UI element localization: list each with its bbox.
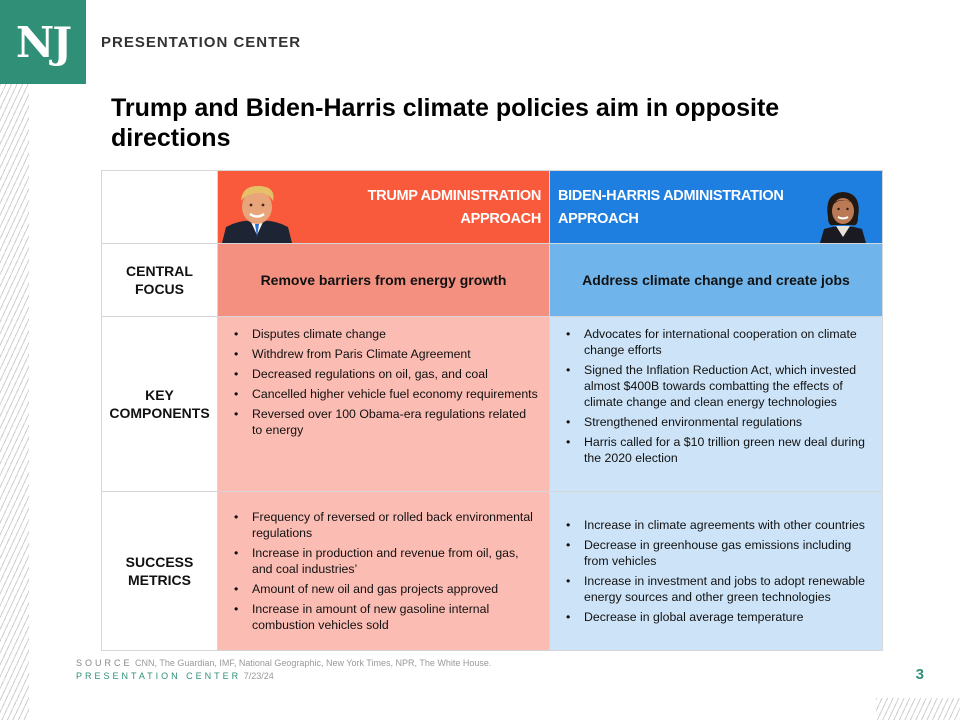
- logo-text: NJ: [15, 17, 72, 67]
- list-item: Decrease in global average temperature: [566, 609, 872, 625]
- row-label-central-focus: CENTRAL FOCUS: [101, 243, 218, 317]
- row-label-success-metrics: SUCCESS METRICS: [101, 491, 218, 651]
- source-line: SOURCE CNN, The Guardian, IMF, National …: [76, 658, 491, 668]
- trump-portrait: [222, 185, 292, 243]
- harris-portrait: [820, 192, 866, 243]
- biden-success-metrics: Increase in climate agreements with othe…: [549, 491, 883, 651]
- source-label: SOURCE: [76, 658, 133, 668]
- source-text: CNN, The Guardian, IMF, National Geograp…: [135, 658, 492, 668]
- list-item: Harris called for a $10 trillion green n…: [566, 434, 872, 466]
- list-item: Increase in investment and jobs to adopt…: [566, 573, 872, 605]
- central-focus-row: CENTRAL FOCUS Remove barriers from energy…: [101, 243, 883, 317]
- trump-key-components: Disputes climate change Withdrew from Pa…: [217, 316, 550, 492]
- list-item: Amount of new oil and gas projects appro…: [234, 581, 539, 597]
- list-item: Decreased regulations on oil, gas, and c…: [234, 366, 539, 382]
- trump-central-focus: Remove barriers from energy growth: [217, 243, 550, 317]
- list-item: Frequency of reversed or rolled back env…: [234, 509, 539, 541]
- header-title: PRESENTATION CENTER: [101, 34, 302, 51]
- nj-logo: NJ: [0, 0, 86, 84]
- list-item: Disputes climate change: [234, 326, 539, 342]
- left-hatch-decoration: [0, 84, 29, 720]
- header-row: TRUMP ADMINISTRATION APPROACH BIDEN-HARRI…: [101, 170, 883, 244]
- footer-center-label: PRESENTATION CENTER: [76, 671, 242, 681]
- page-number: 3: [915, 666, 924, 683]
- trump-header-label: TRUMP ADMINISTRATION APPROACH: [367, 188, 542, 227]
- list-item: Increase in production and revenue from …: [234, 545, 539, 577]
- bottom-right-hatch-decoration: [876, 698, 960, 720]
- biden-central-focus: Address climate change and create jobs: [549, 243, 883, 317]
- list-item: Withdrew from Paris Climate Agreement: [234, 346, 539, 362]
- list-item: Strengthened environmental regulations: [566, 414, 872, 430]
- biden-key-components: Advocates for international cooperation …: [549, 316, 883, 492]
- list-item: Signed the Inflation Reduction Act, whic…: [566, 362, 872, 410]
- list-item: Advocates for international cooperation …: [566, 326, 872, 358]
- list-item: Reversed over 100 Obama-era regulations …: [234, 406, 539, 438]
- trump-success-metrics: Frequency of reversed or rolled back env…: [217, 491, 550, 651]
- footer-line: PRESENTATION CENTER 7/23/24: [76, 671, 274, 681]
- biden-header-label: BIDEN-HARRIS ADMINISTRATION APPROACH: [558, 188, 784, 227]
- corner-cell: [101, 170, 218, 244]
- trump-header-cell: TRUMP ADMINISTRATION APPROACH: [217, 170, 550, 244]
- list-item: Increase in amount of new gasoline inter…: [234, 601, 539, 633]
- list-item: Increase in climate agreements with othe…: [566, 517, 872, 533]
- row-label-key-components: KEY COMPONENTS: [101, 316, 218, 492]
- comparison-table: TRUMP ADMINISTRATION APPROACH BIDEN-HARRI…: [101, 170, 883, 651]
- footer-date: 7/23/24: [243, 671, 274, 681]
- slide-title: Trump and Biden-Harris climate policies …: [111, 94, 780, 152]
- list-item: Cancelled higher vehicle fuel economy re…: [234, 386, 539, 402]
- list-item: Decrease in greenhouse gas emissions inc…: [566, 537, 872, 569]
- biden-header-cell: BIDEN-HARRIS ADMINISTRATION APPROACH: [549, 170, 883, 244]
